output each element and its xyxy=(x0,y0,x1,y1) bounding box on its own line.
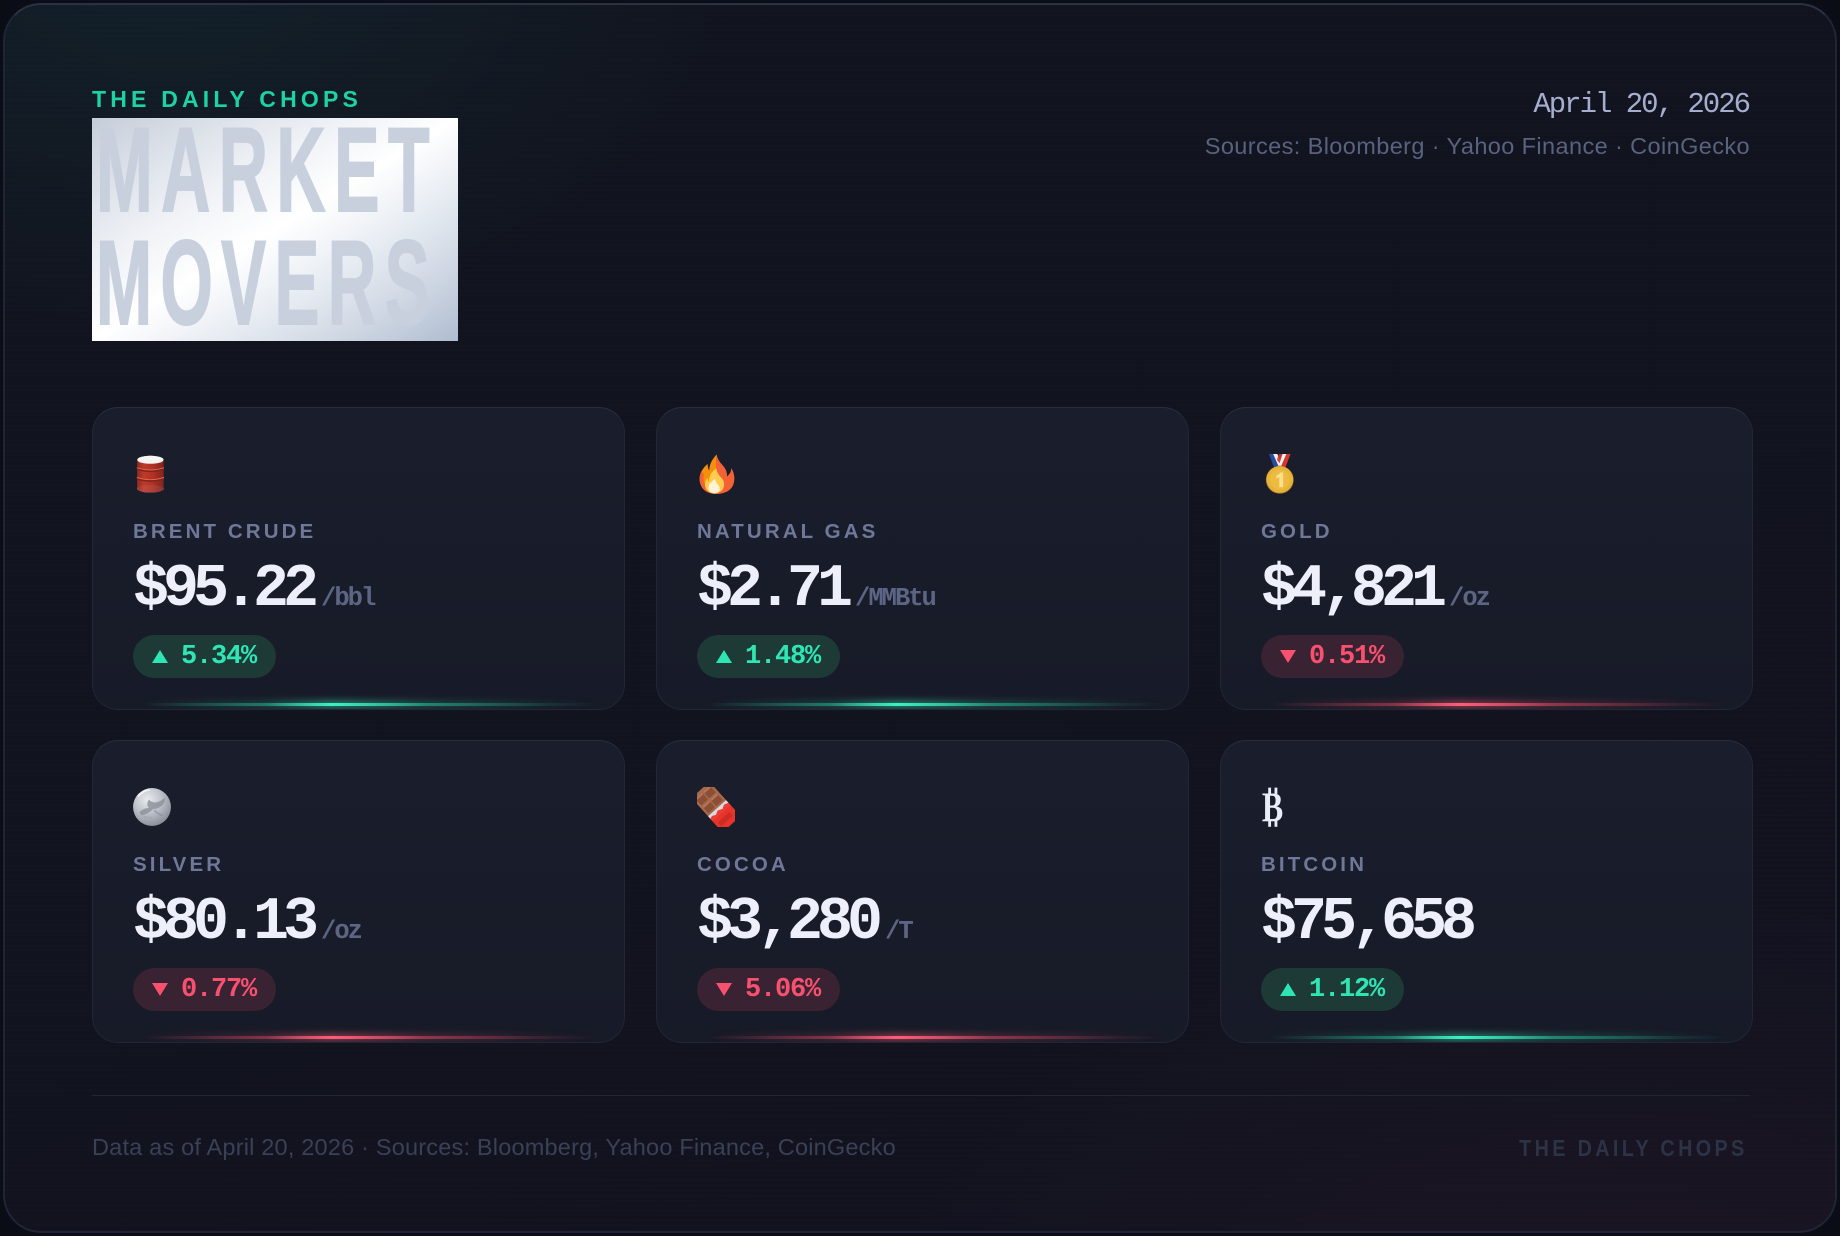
svg-text:MOVERS: MOVERS xyxy=(96,216,438,341)
svg-text:MARKET: MARKET xyxy=(96,118,438,237)
svg-text:B: B xyxy=(1262,787,1283,827)
